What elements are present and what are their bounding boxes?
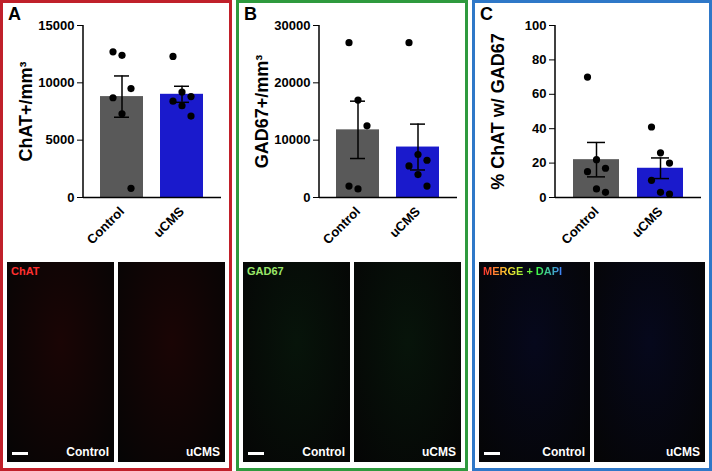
svg-text:uCMS: uCMS — [386, 204, 423, 241]
html-text:Control: Control — [302, 445, 345, 459]
html-text:C: C — [480, 4, 493, 24]
svg-text:60: 60 — [532, 86, 546, 101]
svg-text:10000: 10000 — [274, 132, 310, 147]
svg-text:0: 0 — [303, 190, 310, 205]
html-text:MERGE + DAPI: MERGE + DAPI — [483, 265, 563, 277]
svg-text:uCMS: uCMS — [629, 204, 666, 241]
svg-text:15000: 15000 — [38, 18, 74, 33]
svg-text:ChAT+/mm³: ChAT+/mm³ — [16, 61, 36, 161]
html-text:uCMS: uCMS — [422, 445, 456, 459]
svg-text:20000: 20000 — [274, 75, 310, 90]
html-text:uCMS: uCMS — [186, 445, 220, 459]
svg-text:20: 20 — [532, 155, 546, 170]
svg-text:80: 80 — [532, 52, 546, 67]
html-text:GAD67: GAD67 — [247, 265, 284, 277]
svg-text:10000: 10000 — [38, 75, 74, 90]
html-text:B: B — [244, 4, 257, 24]
html-text:uCMS: uCMS — [666, 445, 700, 459]
html-text:Control: Control — [66, 445, 109, 459]
svg-text:Control: Control — [558, 204, 601, 247]
svg-text:GAD67+/mm³: GAD67+/mm³ — [252, 55, 272, 169]
svg-text:30000: 30000 — [274, 18, 310, 33]
html-text:ChAT: ChAT — [11, 265, 40, 277]
svg-text:100: 100 — [525, 18, 547, 33]
svg-text:Control: Control — [320, 204, 363, 247]
svg-text:40: 40 — [532, 121, 546, 136]
svg-text:uCMS: uCMS — [150, 204, 187, 241]
svg-text:5000: 5000 — [46, 132, 75, 147]
svg-text:0: 0 — [67, 190, 74, 205]
svg-text:Control: Control — [84, 204, 127, 247]
html-text:A: A — [8, 4, 21, 24]
svg-text:% ChAT w/ GAD67: % ChAT w/ GAD67 — [488, 33, 508, 190]
svg-text:0: 0 — [539, 190, 546, 205]
html-text:Control: Control — [542, 445, 585, 459]
